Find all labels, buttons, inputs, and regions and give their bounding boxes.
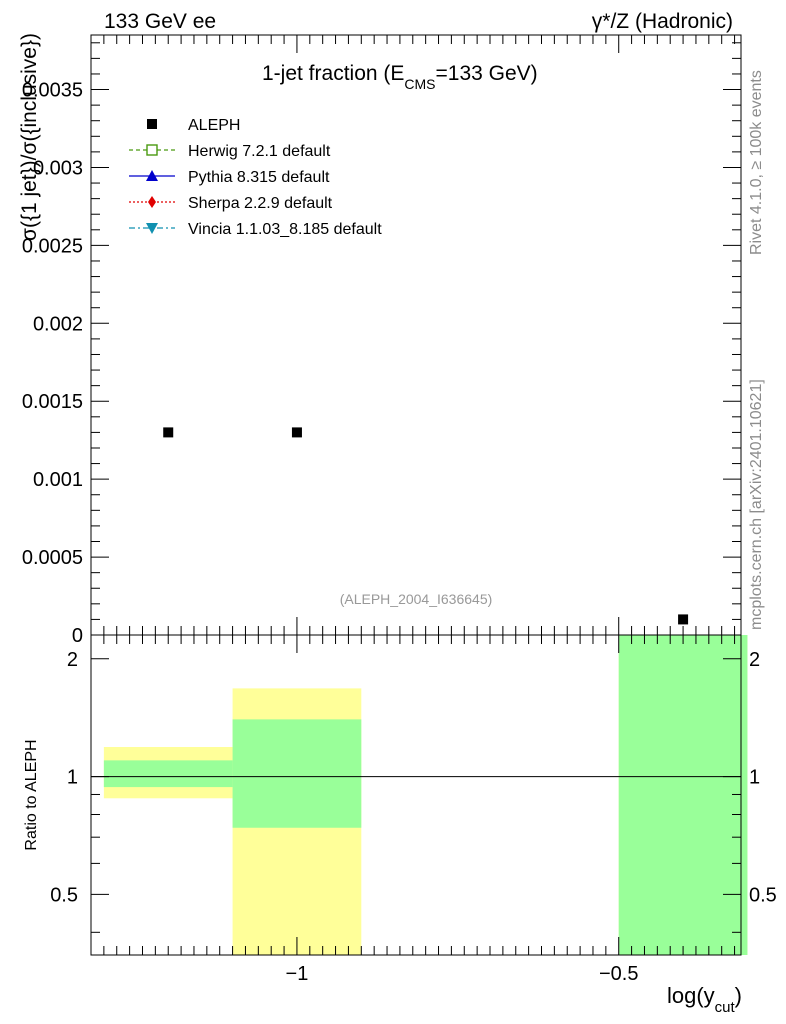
header-left: 133 GeV ee: [104, 10, 216, 33]
aleph-data-point: [163, 427, 174, 438]
analysis-id-annotation: (ALEPH_2004_I636645): [340, 591, 493, 607]
aleph-data-point: [291, 427, 302, 438]
legend-entry: Sherpa 2.2.9 default: [129, 195, 333, 212]
ratio-y-tick-labels: 0.5 0.5 1 1 2 2: [50, 649, 777, 907]
ratio-y-tick-label: 0.5: [50, 884, 78, 906]
legend-entry: ALEPH: [147, 117, 240, 134]
x-axis-label: log(ycut): [667, 983, 742, 1016]
header-right: γ*/Z (Hadronic): [592, 10, 733, 33]
legend-label: Herwig 7.2.1 default: [188, 143, 331, 160]
ratio-bands: [103, 635, 748, 955]
ratio-y-tick-label: 1: [67, 767, 78, 789]
legend-label: Pythia 8.315 default: [188, 169, 330, 186]
mcplots-text: mcplots.cern.ch [arXiv:2401.10621]: [748, 379, 765, 630]
rivet-version-text: Rivet 4.1.0, ≥ 100k events: [748, 70, 765, 255]
legend-marker: [146, 223, 158, 234]
main-title: 1-jet fraction (ECMS=133 GeV): [262, 62, 538, 92]
ratio-y-tick-label-right: 2: [749, 649, 760, 671]
x-tick-label: −1: [286, 963, 309, 985]
y-tick-label: 0.0015: [22, 391, 83, 413]
ratio-band-green: [618, 635, 748, 955]
main-y-tick-labels: 0 0.0005 0.001 0.0015 0.002 0.0025 0.003 0.0035: [22, 80, 83, 647]
legend-marker: [146, 144, 158, 156]
legend-label: Vincia 1.1.03_8.185 default: [188, 221, 382, 238]
legend: ALEPH Herwig 7.2.1 default Pythia 8.315 de…: [129, 117, 382, 238]
legend-marker: [148, 196, 156, 208]
legend-entry: Herwig 7.2.1 default: [129, 143, 331, 160]
main-y-label: σ({1 jet})/σ({inclusive}): [18, 33, 41, 241]
legend-label: Sherpa 2.2.9 default: [188, 195, 333, 212]
y-tick-label: 0.0035: [22, 80, 83, 102]
ratio-band-green: [103, 760, 233, 788]
legend-marker: [146, 170, 158, 181]
aleph-data-points: [163, 427, 689, 625]
ratio-panel: 0.5 0.5 1 1 2 2 −1 −0.5 Ratio to ALEPH log(ycu…: [23, 634, 777, 1016]
ratio-x-tick-labels: −1 −0.5: [286, 963, 639, 985]
ratio-frame: [90, 634, 742, 956]
ratio-y-tick-label-right: 1: [749, 767, 760, 789]
legend-entry: Vincia 1.1.03_8.185 default: [129, 221, 382, 238]
y-tick-label: 0.001: [33, 469, 83, 491]
y-tick-label: 0.003: [33, 157, 83, 179]
ratio-y-label: Ratio to ALEPH: [23, 739, 40, 850]
legend-label: ALEPH: [188, 117, 240, 134]
ratio-y-tick-label: 2: [67, 649, 78, 671]
legend-marker: [147, 119, 157, 129]
y-tick-label: 0: [72, 625, 83, 647]
x-tick-label: −0.5: [599, 963, 638, 985]
y-tick-label: 0.002: [33, 313, 83, 335]
ratio-y-tick-label-right: 0.5: [749, 884, 777, 906]
main-panel: 0 0.0005 0.001 0.0015 0.002 0.0025 0.003 0.0035…: [18, 33, 742, 647]
aleph-data-point: [678, 614, 689, 625]
ratio-band-green: [232, 719, 362, 828]
y-tick-label: 0.0005: [22, 547, 83, 569]
legend-entry: Pythia 8.315 default: [129, 169, 330, 186]
y-tick-label: 0.0025: [22, 235, 83, 257]
ratio-ticks: [90, 635, 741, 955]
